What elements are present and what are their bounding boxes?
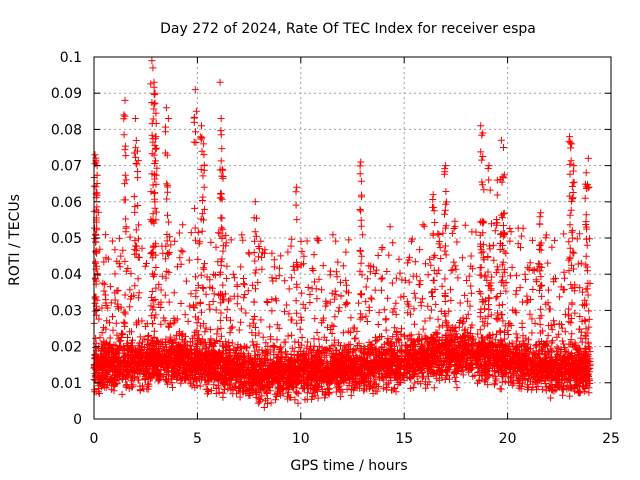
x-tick-label: 5: [193, 431, 202, 447]
y-axis-title: ROTI / TECUs: [7, 194, 23, 286]
axis-ticks: [93, 56, 612, 420]
chart-title: Day 272 of 2024, Rate Of TEC Index for r…: [160, 21, 536, 37]
y-tick-label: 0.04: [51, 267, 82, 283]
y-tick-label: 0: [73, 412, 82, 428]
x-tick-label: 10: [292, 431, 310, 447]
x-tick-label: 20: [499, 431, 517, 447]
roti-points: [90, 57, 594, 411]
x-tick-label: 0: [90, 431, 99, 447]
x-tick-label: 25: [602, 431, 620, 447]
y-tick-label: 0.05: [51, 231, 82, 247]
x-axis-title: GPS time / hours: [290, 458, 407, 474]
y-tick-label: 0.03: [51, 303, 82, 319]
y-tick-label: 0.01: [51, 376, 82, 392]
data-points: [90, 57, 594, 411]
axis-tick-labels: 0 0.01 0.02 0.03 0.04 0.05 0.06 0.07 0.08 0.09 0.1…: [51, 50, 620, 447]
y-tick-label: 0.09: [51, 86, 82, 102]
y-tick-label: 0.08: [51, 122, 82, 138]
y-tick-label: 0.1: [60, 50, 82, 66]
y-tick-label: 0.02: [51, 340, 82, 356]
y-tick-label: 0.06: [51, 195, 82, 211]
x-tick-label: 15: [395, 431, 413, 447]
y-tick-label: 0.07: [51, 159, 82, 175]
